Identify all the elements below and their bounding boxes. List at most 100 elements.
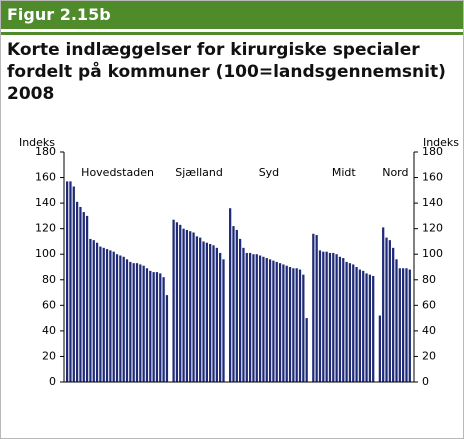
bar: [199, 237, 202, 382]
bar: [172, 219, 175, 382]
y2-tick-label: 20: [422, 349, 436, 362]
bar: [282, 264, 285, 382]
bar: [242, 247, 245, 382]
bar: [378, 315, 381, 382]
bar: [202, 241, 205, 382]
bar: [288, 267, 292, 382]
y-tick-label: 100: [35, 247, 56, 260]
bar: [125, 259, 129, 382]
bar: [355, 267, 358, 382]
bar: [185, 229, 189, 382]
bar: [192, 232, 195, 382]
bar: [348, 263, 352, 382]
bar: [92, 240, 95, 382]
bar: [272, 260, 275, 382]
bar: [278, 263, 282, 382]
bar: [135, 263, 139, 382]
bar: [268, 259, 272, 382]
bar: [358, 269, 362, 382]
y2-tick-label: 120: [422, 222, 443, 235]
bar: [318, 250, 322, 382]
bar: [395, 259, 398, 382]
bar: [85, 215, 89, 382]
bar: [142, 265, 145, 382]
bar: [102, 247, 105, 382]
y-axis-label: Indeks: [19, 136, 55, 149]
y-tick-label: 140: [35, 196, 56, 209]
y2-tick-label: 100: [422, 247, 443, 260]
bar: [408, 269, 411, 382]
bar: [129, 261, 132, 382]
bar: [402, 268, 405, 382]
bar: [132, 263, 135, 382]
bar: [362, 270, 365, 382]
bar: [405, 268, 408, 382]
y-tick-label: 80: [42, 273, 56, 286]
bar: [159, 273, 162, 382]
bar: [398, 268, 401, 382]
bar: [222, 259, 225, 382]
bar: [89, 238, 92, 382]
bar: [255, 254, 258, 382]
bar: [229, 208, 232, 382]
bar: [322, 251, 325, 382]
y-tick-label: 160: [35, 171, 56, 184]
bar: [338, 256, 342, 382]
bar: [175, 222, 179, 382]
bar: [79, 206, 82, 382]
bar: [182, 228, 185, 382]
region-label: Nord: [382, 166, 408, 179]
y2-tick-label: 140: [422, 196, 443, 209]
bar: [149, 270, 152, 382]
bar: [335, 254, 338, 382]
bar: [66, 181, 69, 382]
bar: [122, 256, 125, 382]
bar: [155, 272, 159, 382]
y2-tick-label: 0: [422, 375, 429, 388]
bar: [382, 227, 385, 382]
bar: [328, 252, 332, 382]
bar: [292, 268, 295, 382]
region-label: Hovedstaden: [81, 166, 154, 179]
bar: [368, 274, 372, 382]
bar: [245, 252, 248, 382]
bar: [235, 229, 238, 382]
y-tick-label: 20: [42, 349, 56, 362]
bar: [145, 268, 149, 382]
y2-tick-label: 60: [422, 298, 436, 311]
bar: [315, 235, 318, 382]
bar: [72, 186, 75, 382]
bar: [69, 181, 72, 382]
chart-title: Korte indlæggelser for kirurgiske specia…: [7, 40, 446, 104]
bar: [305, 318, 308, 382]
bar: [262, 256, 265, 382]
region-label: Sjælland: [175, 166, 223, 179]
bar: [325, 251, 328, 382]
bar: [75, 201, 79, 382]
bar: [95, 242, 99, 382]
y2-tick-label: 80: [422, 273, 436, 286]
bar: [265, 258, 268, 382]
bar: [212, 245, 215, 382]
bar: [332, 252, 335, 382]
bar: [285, 265, 288, 382]
y-tick-label: 120: [35, 222, 56, 235]
bar: [165, 295, 169, 382]
y2-tick-label: 40: [422, 324, 436, 337]
bar: [345, 261, 348, 382]
y2-axis-label: Indeks: [423, 136, 459, 149]
figure-number: Figur 2.15b: [1, 1, 463, 29]
divider: [1, 32, 463, 35]
bar: [312, 233, 315, 382]
bar: [252, 254, 255, 382]
bar: [162, 277, 165, 382]
bar: [112, 251, 115, 382]
bar: [195, 236, 199, 382]
y-tick-label: 0: [49, 375, 56, 388]
bar: [109, 250, 112, 382]
bar: [295, 268, 298, 382]
bar: [219, 252, 222, 382]
bar: [239, 238, 242, 382]
bar: [99, 246, 102, 382]
